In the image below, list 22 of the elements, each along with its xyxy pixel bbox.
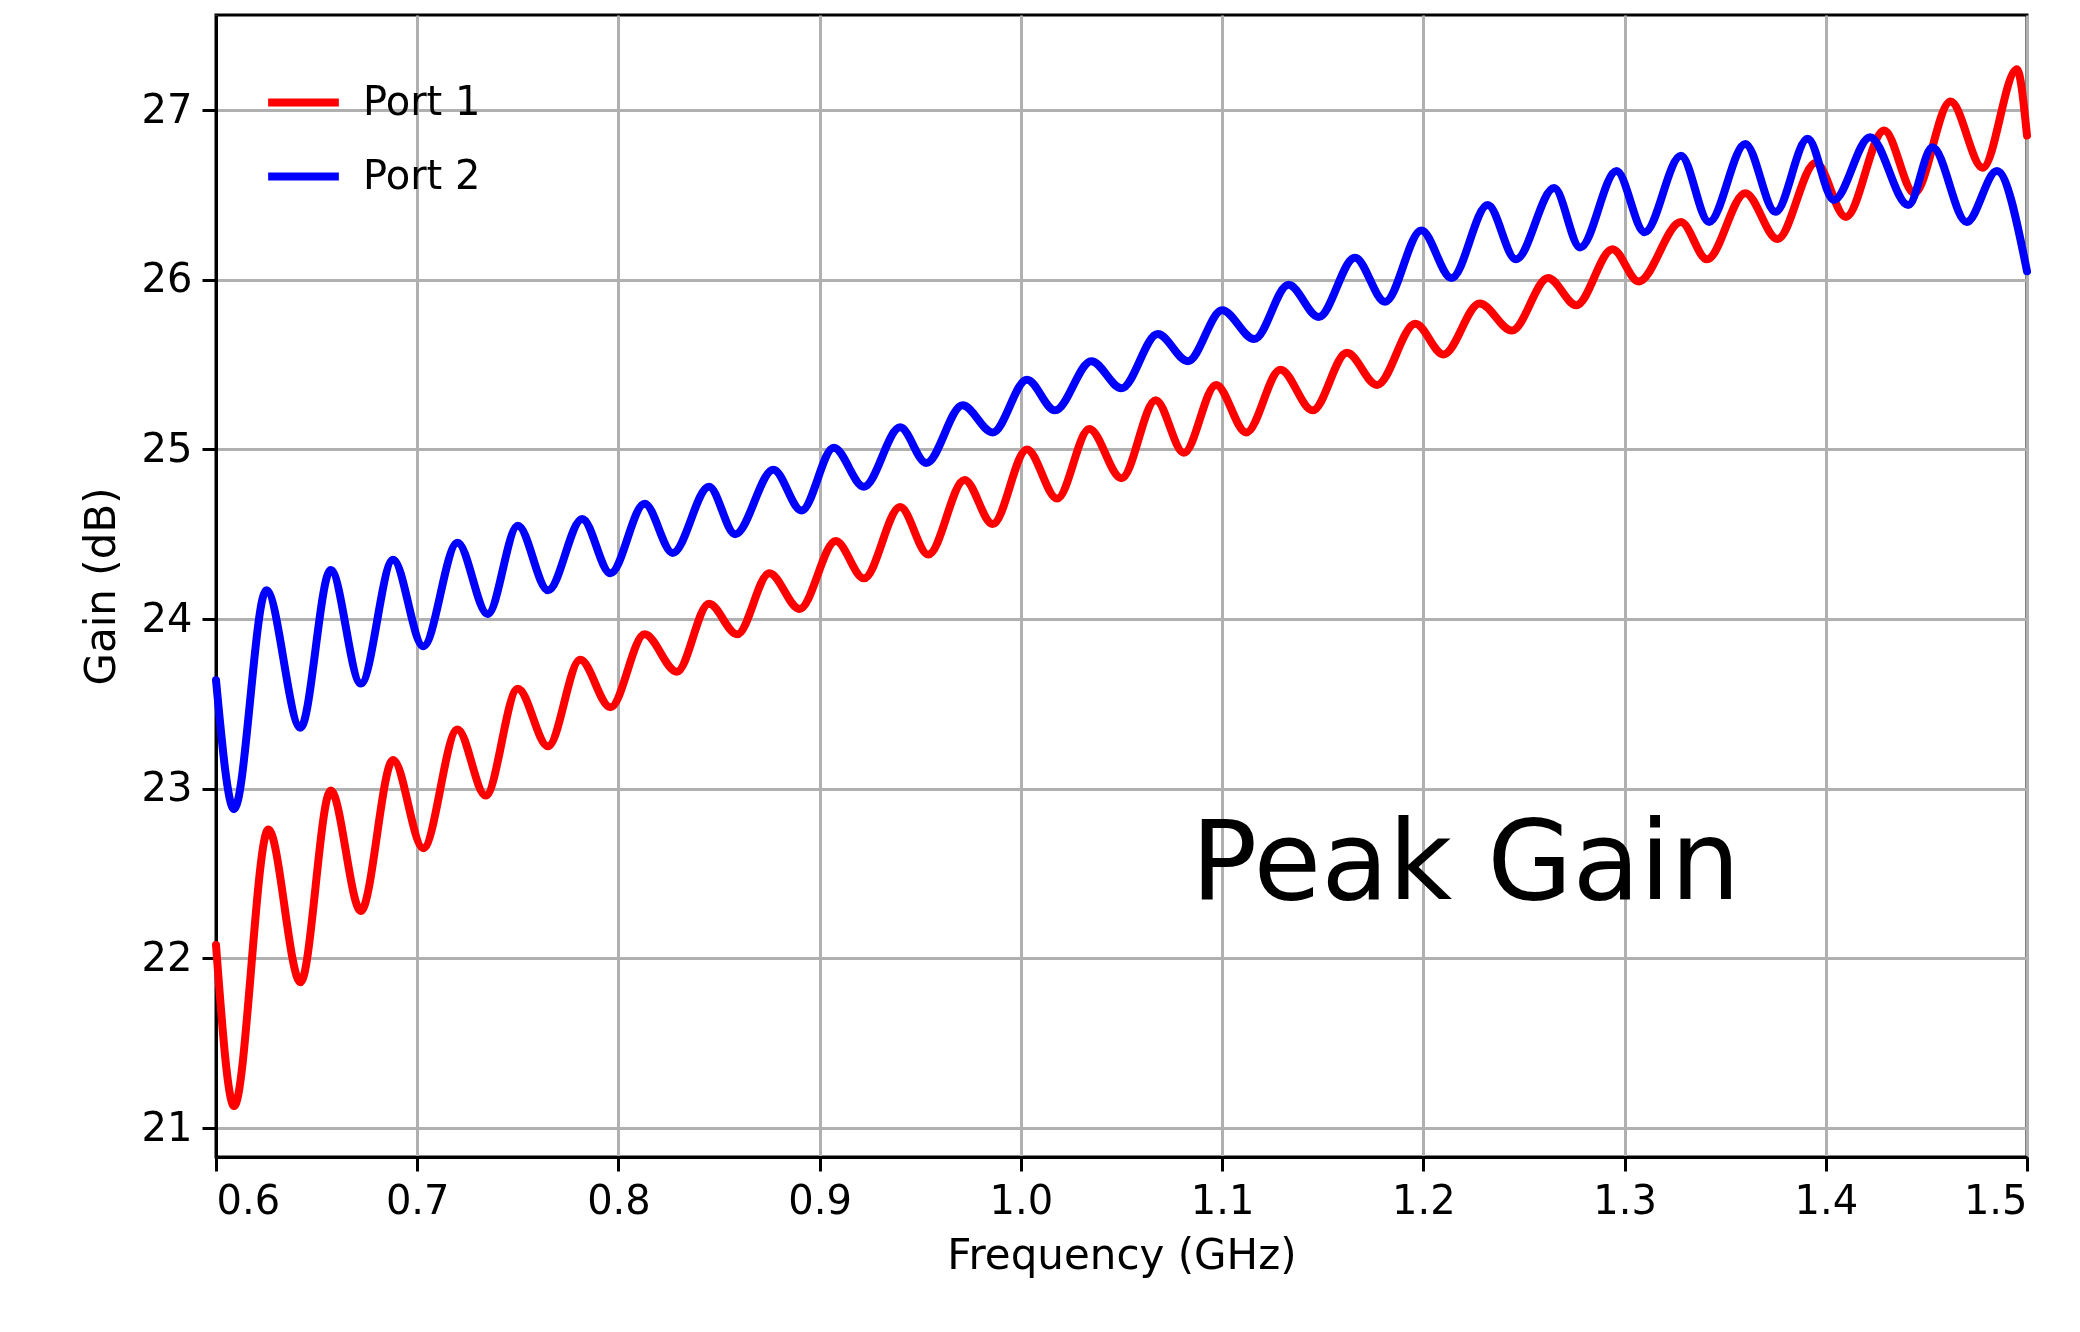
x-axis-title: Frequency (GHz) [947,1229,1297,1279]
y-tick-label: 21 [141,1103,193,1150]
x-tick-label: 0.9 [788,1176,852,1223]
y-tick-label: 27 [141,85,193,132]
x-tick-label: 1.5 [1963,1176,2028,1223]
x-tick-label: 1.0 [989,1176,1054,1223]
y-axis-title: Gain (dB) [75,487,125,686]
x-tick-label: 0.6 [216,1176,281,1223]
x-tick-label: 1.2 [1392,1176,1456,1223]
y-tick-label: 23 [141,764,193,811]
x-tick-label: 1.1 [1190,1176,1255,1223]
annotation: Peak Gain [1191,796,1741,925]
legend-label: Port 1 [363,77,481,124]
x-tick-label: 0.7 [385,1176,450,1223]
y-tick-label: 22 [141,933,193,980]
y-tick-label: 25 [141,424,193,471]
x-tick-label: 0.8 [587,1176,651,1223]
x-tick-label: 1.4 [1794,1176,1859,1223]
legend-label: Port 2 [363,151,481,198]
y-tick-label: 26 [141,255,193,302]
y-tick-label: 24 [141,594,193,641]
x-tick-label: 1.3 [1593,1176,1657,1223]
